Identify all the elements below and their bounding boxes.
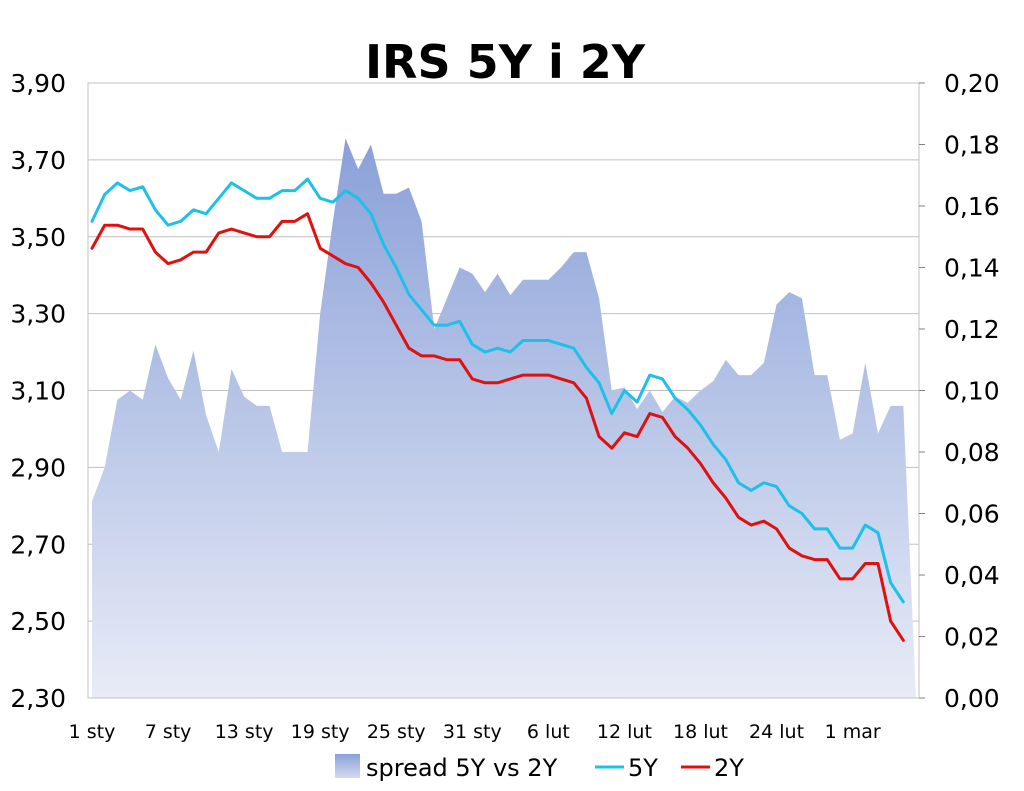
- y-left-tick-label: 2,50: [10, 607, 66, 636]
- right-axis: 0,20 0,18 0,16 0,14 0,12 0,10 0,08 0,06 0,04 0,02…: [919, 69, 1000, 713]
- y-right-tick-label: 0,02: [944, 623, 1000, 652]
- y-right-tick-label: 0,10: [944, 377, 1000, 406]
- y-right-tick-label: 0,18: [944, 131, 1000, 160]
- y-right-tick-label: 0,08: [944, 438, 1000, 467]
- legend-label-5y: 5Y: [628, 754, 658, 782]
- series-line-5y: [90, 177, 905, 604]
- legend-label-2y: 2Y: [714, 754, 744, 782]
- legend-swatch-spread: [335, 754, 360, 778]
- y-left-tick-label: 3,50: [10, 223, 66, 252]
- y-right-tick-label: 0,04: [944, 561, 1000, 590]
- x-tick-label: 18 lut: [673, 721, 728, 743]
- y-left-tick-label: 3,30: [10, 300, 66, 329]
- x-tick-label: 31 sty: [443, 721, 502, 743]
- x-tick-label: 7 sty: [145, 721, 192, 743]
- x-tick-label: 25 sty: [367, 721, 426, 743]
- y-right-tick-label: 0,14: [944, 254, 1000, 283]
- chart-title: IRS 5Y i 2Y: [365, 35, 646, 89]
- y-left-tick-label: 3,10: [10, 377, 66, 406]
- x-tick-label: 13 sty: [215, 721, 274, 743]
- y-right-tick-label: 0,12: [944, 315, 1000, 344]
- x-tick-label: 24 lut: [749, 721, 804, 743]
- legend-label-spread: spread 5Y vs 2Y: [366, 754, 558, 782]
- spread-area-layer: [92, 138, 916, 699]
- series-spread-area: [92, 138, 916, 699]
- series-line-2y: [90, 212, 905, 642]
- y-left-tick-label: 2,70: [10, 530, 66, 559]
- x-tick-label: 6 lut: [527, 721, 570, 743]
- y-left-tick-label: 2,30: [10, 684, 66, 713]
- y-left-tick-label: 2,90: [10, 453, 66, 482]
- y-left-tick-label: 3,90: [10, 69, 66, 98]
- y-right-tick-label: 0,16: [944, 192, 1000, 221]
- x-tick-label: 1 sty: [69, 721, 116, 743]
- x-axis: 1 sty 7 sty 13 sty 19 sty 25 sty 31 sty 6 lut 1…: [69, 721, 881, 743]
- y-right-tick-label: 0,00: [944, 684, 1000, 713]
- x-tick-label: 12 lut: [597, 721, 652, 743]
- y-left-tick-label: 3,70: [10, 146, 66, 175]
- x-tick-label: 19 sty: [291, 721, 350, 743]
- lines-layer: [90, 177, 905, 642]
- left-axis: 3,90 3,70 3,50 3,30 3,10 2,90 2,70 2,50 2,30: [10, 69, 66, 713]
- legend: spread 5Y vs 2Y 5Y 2Y: [335, 754, 744, 782]
- x-tick-label: 1 mar: [825, 721, 881, 743]
- y-right-tick-label: 0,20: [944, 69, 1000, 98]
- y-right-tick-label: 0,06: [944, 500, 1000, 529]
